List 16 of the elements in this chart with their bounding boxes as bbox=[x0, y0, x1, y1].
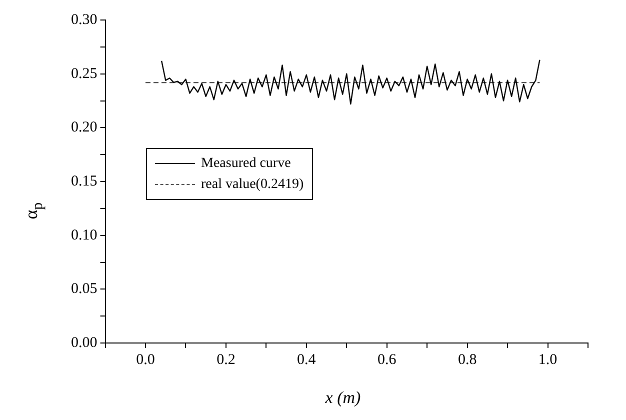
x-tick-label: 0.6 bbox=[377, 352, 397, 368]
y-tick-label: 0.20 bbox=[71, 120, 98, 136]
y-tick-label: 0.25 bbox=[71, 66, 98, 82]
x-tick-label: 0.2 bbox=[216, 352, 236, 368]
y-tick-label: 0.30 bbox=[71, 12, 98, 28]
x-axis-title: x (m) bbox=[325, 388, 361, 407]
x-tick-label: 1.0 bbox=[538, 352, 558, 368]
y-tick-label: 0.10 bbox=[71, 227, 98, 244]
legend-label: real value(0.2419) bbox=[201, 176, 304, 194]
y-tick-label: 0.05 bbox=[71, 281, 98, 298]
y-tick-label: 0.00 bbox=[71, 334, 98, 351]
y-tick-label: 0.15 bbox=[71, 173, 98, 190]
x-tick-label: 0.8 bbox=[458, 352, 477, 368]
x-tick-label: 0.4 bbox=[297, 352, 316, 368]
x-tick-label: 0.0 bbox=[136, 352, 155, 368]
legend-label: Measured curve bbox=[201, 155, 291, 173]
